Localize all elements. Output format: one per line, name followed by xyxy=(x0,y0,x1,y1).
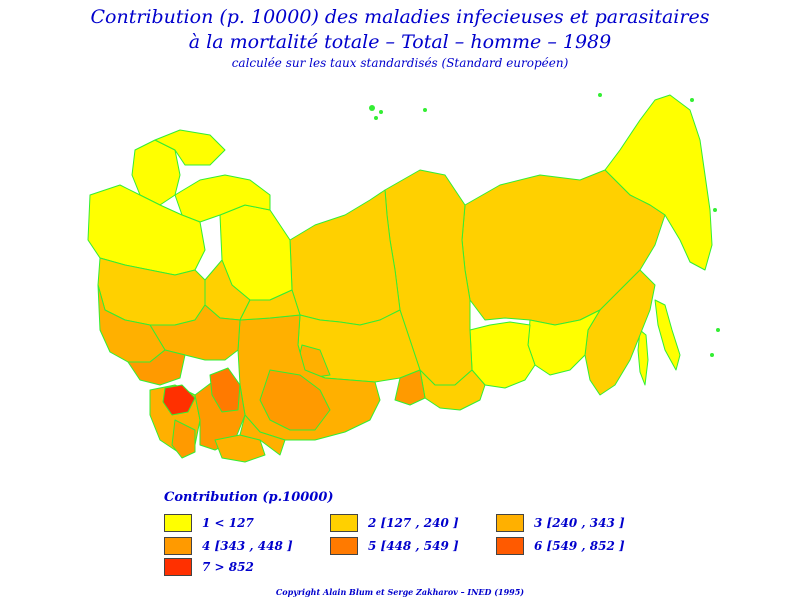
legend-swatch xyxy=(496,537,524,555)
legend-swatch xyxy=(496,514,524,532)
legend-label: 4 [343 , 448 ] xyxy=(202,539,293,553)
region-irkutsk xyxy=(419,369,486,411)
region-sakhalin xyxy=(637,329,649,386)
legend-title: Contribution (p.10000) xyxy=(164,490,334,505)
map-note: calculée sur les taux standardisés (Stan… xyxy=(231,56,569,70)
legend-label: 7 > 852 xyxy=(202,560,254,574)
region-kamchatka xyxy=(654,299,681,371)
region-turkmenistan-west xyxy=(162,384,196,416)
region-murmansk xyxy=(154,129,226,166)
region-south-kazakhstan xyxy=(239,414,286,456)
legend-swatch xyxy=(164,558,192,576)
map-subtitle: à la mortalité totale – Total – homme – … xyxy=(188,31,612,53)
legend-swatch xyxy=(164,537,192,555)
region-kazakhstan-east xyxy=(259,369,331,431)
legend-label: 5 [448 , 549 ] xyxy=(368,539,459,553)
legend-label: 1 < 127 xyxy=(202,516,254,530)
region-tajikistan xyxy=(171,419,196,459)
region-tyumen xyxy=(289,189,401,326)
legend-swatch xyxy=(164,514,192,532)
region-karakalpakstan xyxy=(209,367,241,413)
region-altai xyxy=(394,369,426,406)
legend-label: 2 [127 , 240 ] xyxy=(368,516,459,530)
legend-label: 3 [240 , 343 ] xyxy=(534,516,625,530)
legend-swatch xyxy=(330,537,358,555)
region-chita xyxy=(469,321,536,389)
copyright-notice: Copyright Alain Blum et Serge Zakharov –… xyxy=(275,587,525,597)
legend-label: 6 [549 , 852 ] xyxy=(534,539,625,553)
legend-swatch xyxy=(330,514,358,532)
map-title: Contribution (p. 10000) des maladies inf… xyxy=(90,6,710,28)
region-north-caucasus xyxy=(127,349,186,386)
